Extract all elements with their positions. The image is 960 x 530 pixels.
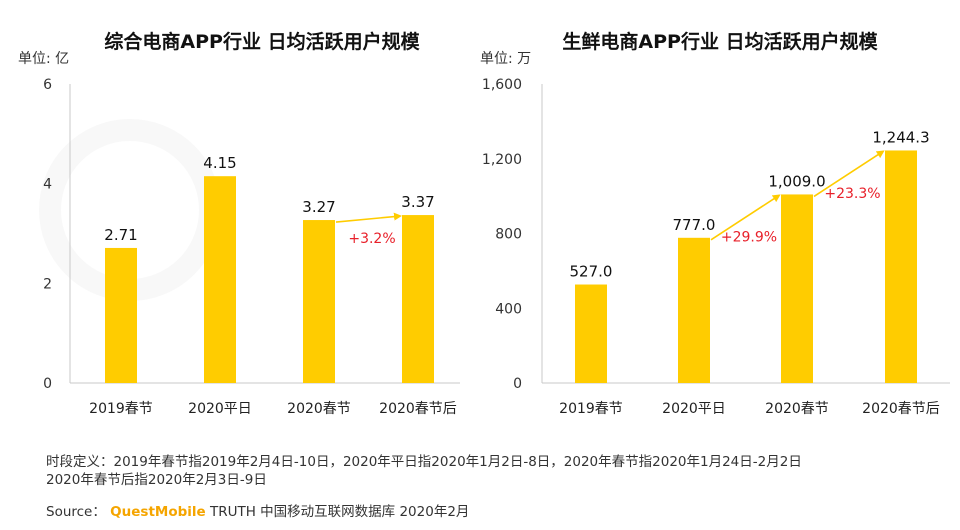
- bar: [781, 194, 813, 383]
- y-tick-label: 6: [43, 77, 52, 93]
- data-label: 1,009.0: [768, 172, 825, 190]
- y-tick-label: 1,200: [482, 152, 522, 168]
- x-tick-label: 2020春节后: [862, 401, 940, 417]
- y-tick-label: 400: [495, 301, 522, 317]
- data-label: 3.27: [302, 198, 335, 216]
- chart-right: 生鲜电商APP行业 日均活跃用户规模 单位: 万 0 400 800 1,200 1,6…: [480, 30, 950, 417]
- source-text: TRUTH 中国移动互联网数据库 2020年2月: [209, 504, 470, 520]
- data-label: 777.0: [673, 216, 716, 234]
- y-tick-label: 1,600: [482, 77, 522, 93]
- footnote-line-1: 时段定义：2019年春节指2019年2月4日-10日，2020年平日指2020年…: [46, 454, 802, 470]
- bar: [303, 220, 335, 383]
- brand-logo-text: QuestMobile: [110, 504, 206, 520]
- data-label: 527.0: [570, 263, 613, 281]
- x-tick-label: 2019春节: [559, 401, 623, 417]
- chart-left: 综合电商APP行业 日均活跃用户规模 单位: 亿 0 2 4 6 2019春节 2020…: [18, 30, 460, 417]
- bar: [402, 215, 434, 383]
- y-tick-label: 4: [43, 177, 52, 193]
- data-label: 2.71: [104, 226, 137, 244]
- chart-title: 生鲜电商APP行业 日均活跃用户规模: [562, 30, 878, 53]
- x-tick-label: 2020春节: [287, 401, 351, 417]
- growth-arrow: [335, 212, 402, 223]
- chart-title: 综合电商APP行业 日均活跃用户规模: [104, 30, 420, 53]
- footnote-line-2: 2020年春节后指2020年2月3日-9日: [46, 472, 267, 488]
- bar: [678, 237, 710, 383]
- x-tick-label: 2020春节: [765, 401, 829, 417]
- growth-label: +29.9%: [721, 230, 777, 246]
- x-tick-label: 2019春节: [89, 401, 153, 417]
- data-label: 4.15: [203, 154, 236, 172]
- bar: [885, 150, 917, 383]
- growth-label: +3.2%: [348, 231, 395, 247]
- source-label: Source：: [46, 504, 106, 520]
- unit-label: 单位: 亿: [18, 51, 69, 67]
- x-tick-label: 2020平日: [662, 401, 726, 417]
- x-tick-label: 2020春节后: [379, 401, 457, 417]
- growth-label: +23.3%: [824, 186, 880, 202]
- y-tick-label: 0: [513, 376, 522, 392]
- bar: [105, 247, 137, 383]
- y-tick-label: 0: [43, 376, 52, 392]
- bar: [204, 176, 236, 383]
- y-tick-label: 800: [495, 227, 522, 243]
- data-label: 1,244.3: [872, 128, 929, 146]
- unit-label: 单位: 万: [480, 51, 531, 67]
- x-tick-label: 2020平日: [188, 401, 252, 417]
- source-line: Source： QuestMobile TRUTH 中国移动互联网数据库 202…: [46, 500, 469, 520]
- bar: [575, 284, 607, 383]
- data-label: 3.37: [401, 193, 434, 211]
- growth-arrow: [710, 194, 781, 241]
- y-tick-label: 2: [43, 276, 52, 292]
- growth-arrow: [813, 150, 885, 198]
